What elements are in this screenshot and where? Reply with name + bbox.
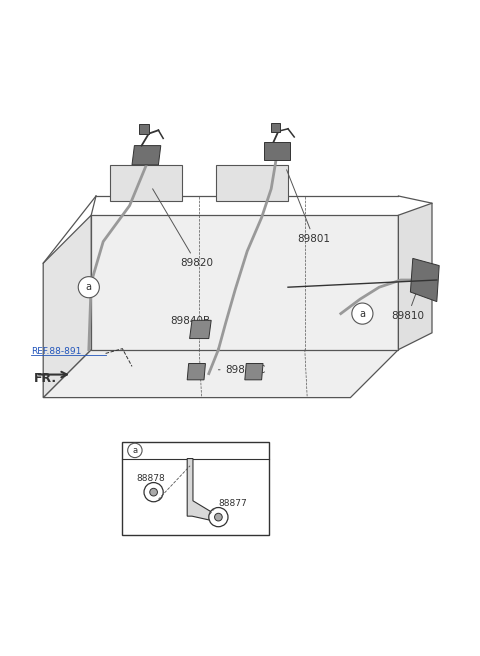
Polygon shape	[110, 165, 182, 201]
Text: 89810: 89810	[391, 285, 424, 321]
Circle shape	[144, 483, 163, 502]
Text: FR.: FR.	[34, 372, 57, 385]
Polygon shape	[43, 350, 398, 398]
Polygon shape	[264, 142, 290, 160]
Polygon shape	[187, 459, 214, 521]
Polygon shape	[190, 320, 211, 338]
Circle shape	[150, 488, 157, 496]
Text: 89801: 89801	[287, 170, 331, 244]
Text: a: a	[360, 308, 365, 319]
Text: 89820: 89820	[153, 189, 213, 268]
FancyBboxPatch shape	[122, 441, 269, 535]
Text: 88878: 88878	[137, 474, 166, 483]
Text: 89840B: 89840B	[170, 316, 211, 333]
Polygon shape	[398, 203, 432, 350]
Polygon shape	[245, 363, 263, 380]
Text: 88877: 88877	[218, 499, 247, 508]
Circle shape	[209, 508, 228, 527]
Polygon shape	[187, 363, 205, 380]
Polygon shape	[43, 215, 91, 398]
Text: a: a	[132, 446, 137, 455]
Circle shape	[128, 443, 142, 458]
Polygon shape	[271, 123, 280, 132]
Text: 89830C: 89830C	[218, 365, 266, 375]
Polygon shape	[216, 165, 288, 201]
Text: REF.88-891: REF.88-891	[31, 346, 82, 356]
Polygon shape	[410, 258, 439, 302]
Polygon shape	[91, 215, 398, 350]
Polygon shape	[132, 146, 161, 165]
Text: a: a	[86, 282, 92, 292]
Polygon shape	[139, 124, 149, 134]
Circle shape	[78, 277, 99, 298]
Circle shape	[352, 303, 373, 324]
Circle shape	[215, 513, 222, 521]
